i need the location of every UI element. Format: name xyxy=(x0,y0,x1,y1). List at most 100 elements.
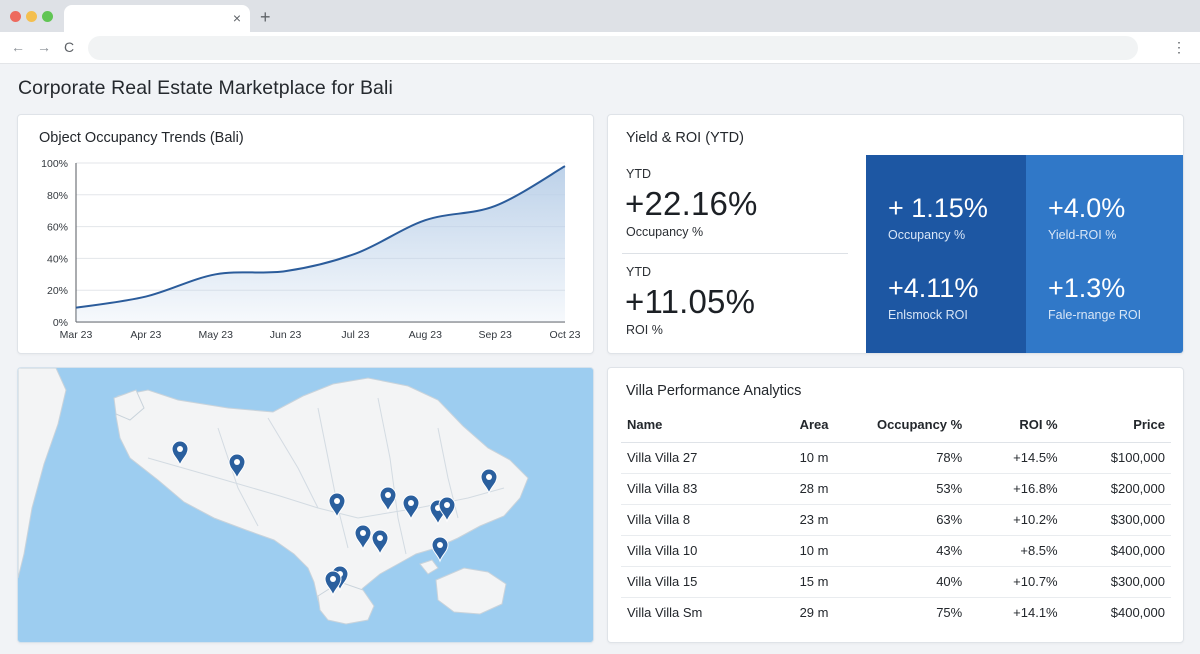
tile-yield-roi-value: +4.0% xyxy=(1048,193,1126,223)
tile-yield-roi-label: Yield-ROI % xyxy=(1048,228,1117,242)
map-pin-dot xyxy=(334,498,340,504)
y-tick-label: 0% xyxy=(53,317,68,329)
table-row[interactable]: Villa Villa 10 10 m 43% +8.5% $400,000 xyxy=(621,535,1171,567)
browser-tab[interactable]: × xyxy=(64,5,250,32)
map-pin-dot xyxy=(486,474,492,480)
window-minimize-dot[interactable] xyxy=(26,11,37,22)
nusa-penida-island xyxy=(435,567,507,615)
villa-roi: +14.5% xyxy=(968,442,1064,474)
villa-price: $400,000 xyxy=(1110,605,1165,621)
x-tick-label: Jun 23 xyxy=(270,329,302,341)
villa-name: Villa Villa 15 xyxy=(621,566,770,598)
kpi-roi-period: YTD xyxy=(626,265,651,279)
tile-fale-range-roi[interactable]: +1.3% Fale-rnange ROI xyxy=(1026,255,1183,353)
map-pin-icon[interactable] xyxy=(371,529,389,556)
column-header-roi[interactable]: ROI % xyxy=(968,408,1064,443)
map-pin-dot xyxy=(377,535,383,541)
y-tick-label: 100% xyxy=(41,158,68,170)
tile-occupancy-label: Occupancy % xyxy=(888,228,966,242)
map-pin-dot xyxy=(234,459,240,465)
column-header-occupancy[interactable]: Occupancy % xyxy=(858,408,969,443)
reload-icon[interactable]: C xyxy=(64,39,75,55)
villa-occupancy: 40% xyxy=(858,566,969,598)
back-arrow-icon[interactable]: ← xyxy=(11,39,25,55)
map-roads xyxy=(147,397,505,555)
map-pin-icon[interactable] xyxy=(402,494,420,521)
window-maximize-dot[interactable] xyxy=(42,11,53,22)
x-tick-label: Aug 23 xyxy=(409,329,442,341)
tile-yield-roi[interactable]: +4.0% Yield-ROI % xyxy=(1026,155,1183,255)
window-close-dot[interactable] xyxy=(10,11,21,22)
villa-price: $200,000 xyxy=(1063,473,1171,505)
kpi-divider xyxy=(622,253,848,254)
column-header-area[interactable]: Area xyxy=(769,408,859,443)
map-pin-icon[interactable] xyxy=(354,524,372,551)
villa-occupancy: 53% xyxy=(858,473,969,505)
villa-roi: +10.7% xyxy=(968,566,1064,598)
yield-roi-card: Yield & ROI (YTD) YTD +22.16% Occupancy … xyxy=(607,114,1184,354)
column-header-price[interactable]: Price xyxy=(1063,408,1171,443)
bali-map[interactable] xyxy=(17,367,594,643)
villa-roi: +10.2% xyxy=(968,504,1064,536)
villa-performance-title: Villa Performance Analytics xyxy=(626,383,802,399)
close-tab-icon[interactable]: × xyxy=(232,10,241,26)
table-row[interactable]: Villa Villa 8 23 m 63% +10.2% $300,000 xyxy=(621,504,1171,536)
x-tick-label: May 23 xyxy=(198,329,233,341)
forward-arrow-icon[interactable]: → xyxy=(37,39,51,55)
map-pin-icon[interactable] xyxy=(379,486,397,513)
table-header-row: Name Area Occupancy % ROI % Price xyxy=(621,408,1171,443)
map-pin-icon[interactable] xyxy=(328,492,346,519)
villa-area: 15 m xyxy=(769,566,859,598)
map-pin-icon[interactable] xyxy=(324,570,342,597)
yield-roi-title: Yield & ROI (YTD) xyxy=(626,130,744,146)
villa-area: 28 m xyxy=(769,473,859,505)
occupancy-area-fill xyxy=(76,166,565,322)
villa-table: Name Area Occupancy % ROI % Price Villa … xyxy=(621,408,1171,628)
map-pin-icon[interactable] xyxy=(480,468,498,495)
kpi-roi-caption: ROI % xyxy=(626,323,663,337)
villa-area: 29 m xyxy=(799,605,829,621)
villa-roi: +8.5% xyxy=(968,535,1064,567)
browser-menu-icon[interactable]: ⋮ xyxy=(1172,39,1186,55)
column-header-name[interactable]: Name xyxy=(621,408,770,443)
map-pin-icon[interactable] xyxy=(438,496,456,523)
browser-toolbar: ← → C ⋮ xyxy=(0,32,1200,64)
occupancy-line xyxy=(75,165,566,309)
x-tick-label: Oct 23 xyxy=(550,329,581,341)
villa-occupancy: 63% xyxy=(858,504,969,536)
y-tick-label: 60% xyxy=(47,222,68,234)
villa-price: $400,000 xyxy=(1063,535,1171,567)
villa-name: Villa Villa Sm xyxy=(627,605,703,621)
villa-area: 10 m xyxy=(769,442,859,474)
y-tick-label: 80% xyxy=(47,190,68,202)
tile-enlsmock-roi[interactable]: +4.11% Enlsmock ROI xyxy=(866,255,1026,353)
map-pin-icon[interactable] xyxy=(431,536,449,563)
tile-occupancy[interactable]: + 1.15% Occupancy % xyxy=(866,155,1026,255)
map-pin-icon[interactable] xyxy=(228,453,246,480)
villa-area: 10 m xyxy=(769,535,859,567)
kpi-occupancy-value: +22.16% xyxy=(625,185,758,222)
villa-price: $100,000 xyxy=(1063,442,1171,474)
x-tick-label: Apr 23 xyxy=(130,329,161,341)
table-row[interactable]: Villa Villa Sm 29 m 75% +14.1% $400,000 xyxy=(621,597,1171,628)
map-pin-icon[interactable] xyxy=(171,440,189,467)
address-bar[interactable] xyxy=(88,36,1138,60)
villa-name: Villa Villa 83 xyxy=(621,473,770,505)
occupancy-chart: 0% 20% 40% 60% 80% 100% Mar 23 Apr 23 May 23 Jun … xyxy=(41,158,581,341)
villa-roi: +16.8% xyxy=(968,473,1064,505)
villa-occupancy: 43% xyxy=(858,535,969,567)
villa-roi: +14.1% xyxy=(1013,605,1058,621)
new-tab-icon[interactable]: + xyxy=(260,7,271,27)
page-title: Corporate Real Estate Marketplace for Ba… xyxy=(18,77,393,99)
kpi-occupancy-caption: Occupancy % xyxy=(626,225,704,239)
map-pin-dot xyxy=(444,502,450,508)
tile-enlsmock-roi-label: Enlsmock ROI xyxy=(888,308,968,322)
villa-occupancy: 75% xyxy=(936,605,963,621)
table-row[interactable]: Villa Villa 27 10 m 78% +14.5% $100,000 xyxy=(621,442,1171,474)
table-row[interactable]: Villa Villa 83 28 m 53% +16.8% $200,000 xyxy=(621,473,1171,505)
northwest-cape xyxy=(113,389,145,421)
table-row[interactable]: Villa Villa 15 15 m 40% +10.7% $300,000 xyxy=(621,566,1171,598)
map-pin-dot xyxy=(408,500,414,506)
tile-fale-range-roi-value: +1.3% xyxy=(1048,273,1126,303)
bali-map-canvas[interactable] xyxy=(18,368,594,643)
